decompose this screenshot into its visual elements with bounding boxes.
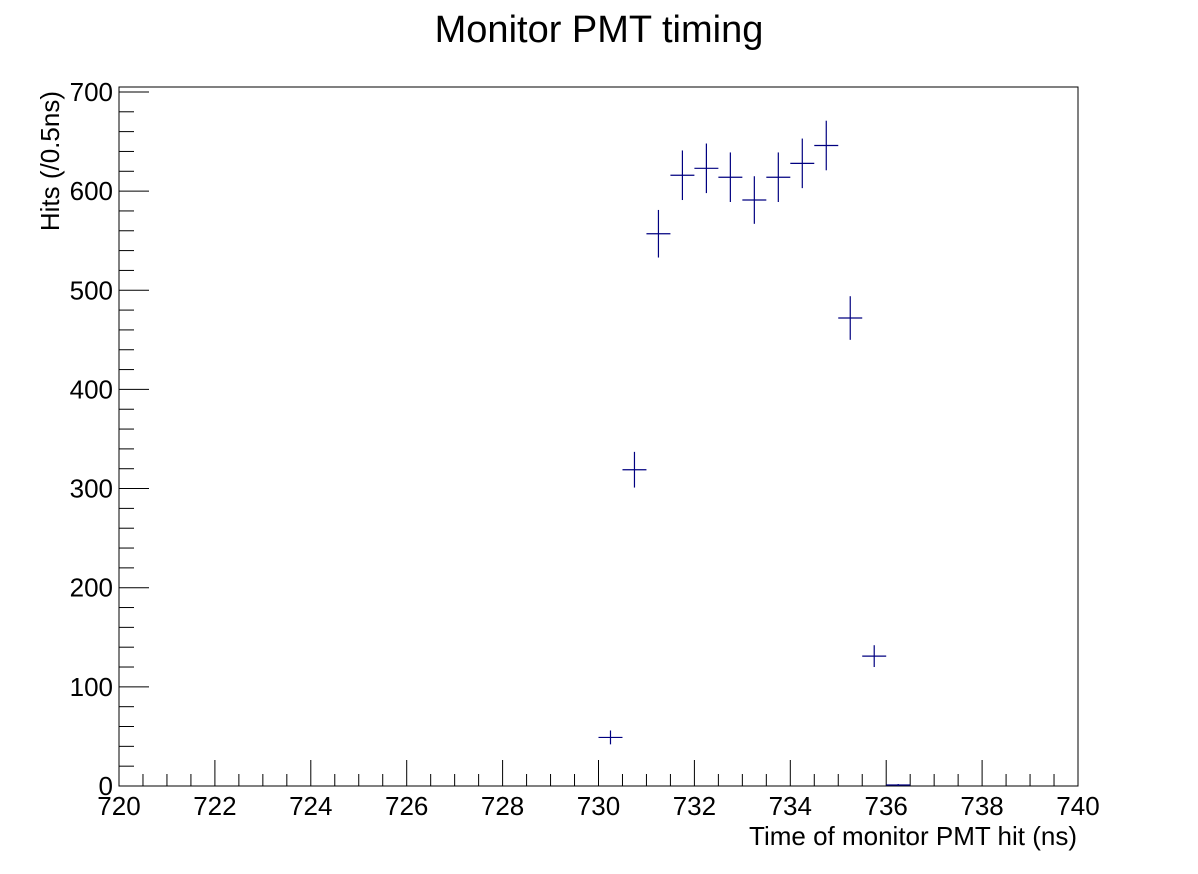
x-tick-label: 730 xyxy=(577,791,620,821)
y-tick-label: 200 xyxy=(70,573,113,603)
data-point xyxy=(862,645,887,668)
y-tick-label: 400 xyxy=(70,374,113,404)
data-point xyxy=(718,152,743,203)
plot-frame xyxy=(118,86,1079,787)
x-tick-label: 736 xyxy=(865,791,908,821)
x-tick-label: 728 xyxy=(481,791,524,821)
data-points xyxy=(598,120,911,786)
y-axis-label: Hits (/0.5ns) xyxy=(35,91,65,231)
y-tick-label: 500 xyxy=(70,275,113,305)
data-point xyxy=(838,296,863,340)
data-point xyxy=(598,730,623,745)
y-tick-label: 0 xyxy=(99,771,113,801)
x-tick-label: 732 xyxy=(673,791,716,821)
data-point xyxy=(742,176,767,224)
y-tick-label: 100 xyxy=(70,672,113,702)
x-tick-label: 722 xyxy=(193,791,236,821)
y-tick-label: 700 xyxy=(70,77,113,107)
data-point xyxy=(622,451,647,488)
x-tick-label: 724 xyxy=(289,791,332,821)
data-point xyxy=(814,120,839,171)
x-tick-label: 726 xyxy=(385,791,428,821)
data-point xyxy=(766,152,791,203)
x-tick-label: 738 xyxy=(960,791,1003,821)
data-point xyxy=(694,143,719,194)
data-point xyxy=(886,784,911,786)
y-axis-ticks: 0 100 200 300 400 500 600 700 xyxy=(70,77,149,801)
y-tick-label: 300 xyxy=(70,474,113,504)
x-tick-label: 740 xyxy=(1056,791,1099,821)
chart-title: Monitor PMT timing xyxy=(435,9,764,51)
x-axis-label: Time of monitor PMT hit (ns) xyxy=(749,821,1077,851)
y-tick-label: 600 xyxy=(70,176,113,206)
x-axis-ticks: 720 722 724 726 728 730 732 734 736 738 740 xyxy=(97,760,1100,821)
data-point xyxy=(670,150,695,201)
data-point xyxy=(646,209,671,258)
data-point xyxy=(790,138,815,189)
x-tick-label: 720 xyxy=(97,791,140,821)
plot-frame-box xyxy=(118,86,1079,787)
x-tick-label: 734 xyxy=(769,791,812,821)
